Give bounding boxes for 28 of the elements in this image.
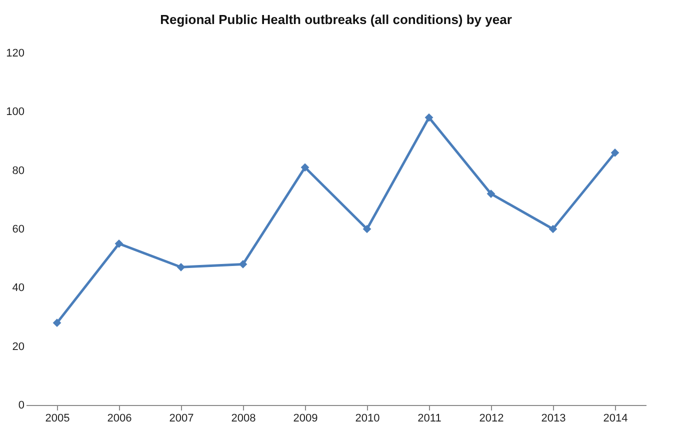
x-tick-label: 2012: [479, 412, 504, 424]
point: [424, 113, 434, 122]
point: [114, 239, 124, 248]
y-tick-label: 120: [6, 48, 24, 60]
point: [52, 318, 62, 328]
x-tick-label: 2007: [169, 412, 194, 424]
y-tick-label: 0: [18, 400, 24, 412]
y-tick-label: 80: [12, 164, 24, 177]
point: [362, 224, 372, 234]
point: [486, 190, 496, 198]
y-tick-label: 40: [12, 282, 24, 294]
x-tick-label: 2009: [293, 412, 318, 424]
point: [610, 148, 620, 157]
point: [300, 163, 310, 172]
x-tick-label: 2006: [107, 412, 132, 424]
chart-title: Regional Public Health outbreaks (all conditions) by year: [160, 12, 512, 27]
point: [176, 262, 186, 272]
x-tick-label: 2010: [355, 412, 380, 424]
x-tick-label: 2014: [603, 412, 628, 424]
y-tick-label: 20: [12, 340, 24, 353]
y-tick-label: 100: [6, 106, 24, 118]
point: [548, 224, 558, 234]
x-tick-label: 2005: [45, 412, 70, 424]
point: [238, 260, 248, 268]
x-tick-label: 2013: [541, 412, 566, 424]
x-tick-label: 2008: [231, 412, 256, 424]
x-tick-label: 2011: [418, 412, 442, 424]
y-tick-label: 60: [12, 224, 24, 236]
